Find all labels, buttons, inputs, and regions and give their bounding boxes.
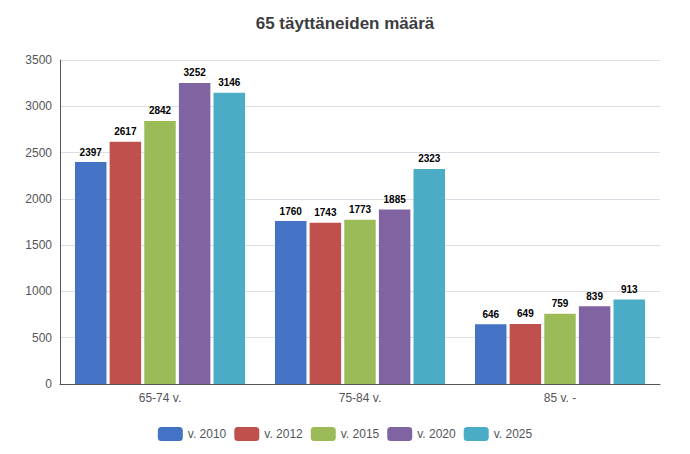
svg-text:1885: 1885 (384, 194, 407, 205)
svg-text:0: 0 (45, 377, 52, 391)
svg-text:65 täyttäneiden määrä: 65 täyttäneiden määrä (256, 14, 435, 33)
svg-text:2500: 2500 (25, 146, 52, 160)
svg-text:3252: 3252 (184, 67, 207, 78)
svg-text:1743: 1743 (314, 207, 337, 218)
svg-text:3146: 3146 (218, 77, 241, 88)
svg-text:913: 913 (621, 284, 638, 295)
svg-text:v. 2010: v. 2010 (188, 427, 227, 441)
svg-text:2842: 2842 (149, 105, 172, 116)
svg-text:2323: 2323 (418, 153, 441, 164)
svg-text:3500: 3500 (25, 53, 52, 67)
svg-text:v. 2020: v. 2020 (417, 427, 456, 441)
svg-text:1500: 1500 (25, 238, 52, 252)
svg-text:85 v. -: 85 v. - (544, 391, 576, 405)
svg-text:v. 2025: v. 2025 (494, 427, 533, 441)
svg-text:3000: 3000 (25, 99, 52, 113)
svg-text:2000: 2000 (25, 192, 52, 206)
svg-text:646: 646 (482, 309, 499, 320)
svg-text:839: 839 (586, 291, 603, 302)
svg-text:1000: 1000 (25, 284, 52, 298)
svg-text:1760: 1760 (280, 206, 303, 217)
svg-text:500: 500 (32, 331, 52, 345)
svg-text:649: 649 (517, 308, 534, 319)
svg-text:75-84 v.: 75-84 v. (339, 391, 381, 405)
svg-text:2617: 2617 (114, 126, 137, 137)
svg-text:1773: 1773 (349, 204, 372, 215)
svg-text:v. 2015: v. 2015 (341, 427, 380, 441)
svg-text:2397: 2397 (80, 147, 103, 158)
svg-text:v. 2012: v. 2012 (264, 427, 303, 441)
svg-text:759: 759 (552, 298, 569, 309)
svg-text:65-74 v.: 65-74 v. (139, 391, 181, 405)
